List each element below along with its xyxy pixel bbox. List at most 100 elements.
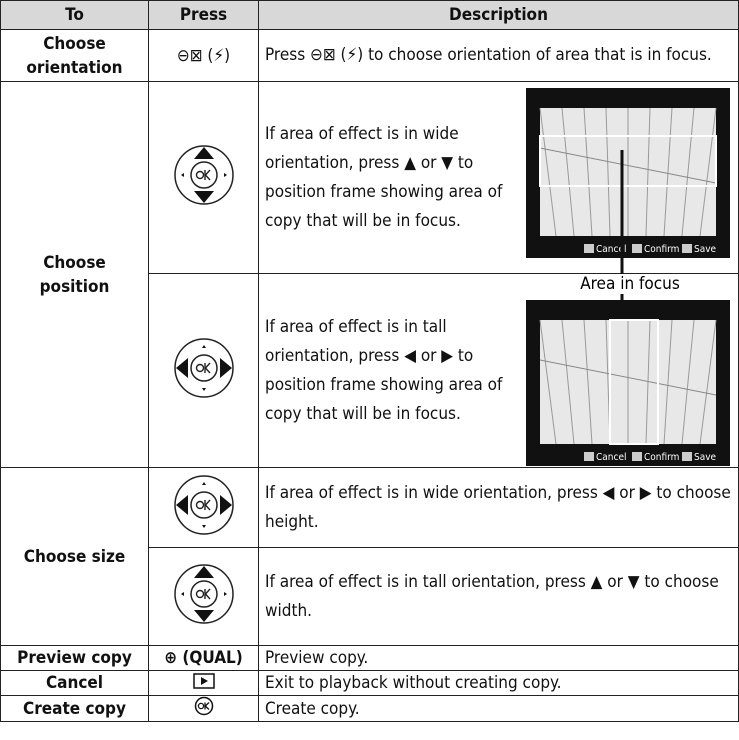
to-cell: Preview copy (0, 645, 149, 671)
street-line (699, 107, 717, 237)
focus-frame (539, 135, 717, 187)
ring (173, 475, 234, 535)
arrow (193, 191, 214, 203)
header-cell: Press (148, 0, 259, 30)
figure-caption: Area in focus (535, 274, 725, 294)
ok-k (203, 588, 211, 600)
to-cell: Choose position (0, 81, 149, 468)
street-line (681, 107, 695, 237)
header-cell: Description (258, 0, 739, 30)
street-line (539, 359, 717, 396)
button-label: Save (694, 244, 717, 255)
button-icon (632, 244, 642, 253)
to-cell: Create copy (0, 695, 149, 722)
desc-cell: Create copy. (258, 695, 739, 722)
arrow (201, 482, 206, 485)
arrow (219, 358, 232, 378)
ok-k (203, 362, 211, 374)
row: Preview copy ⊕ (QUAL) Preview copy. (0, 645, 739, 671)
street-line (539, 319, 557, 445)
street-line (663, 107, 673, 237)
street-line (645, 319, 651, 445)
row: Create copy Create copy. (0, 695, 739, 722)
street-line (699, 319, 717, 445)
street-line (561, 107, 575, 237)
press-cell (148, 273, 259, 468)
arrow (180, 592, 184, 596)
ok-o (195, 589, 204, 599)
to-cell: Choose orientation (0, 29, 149, 82)
arrow (219, 495, 232, 515)
desc-cell: Exit to playback without creating copy. (258, 670, 739, 696)
ring (173, 564, 234, 624)
button-label: Cancel (596, 452, 626, 463)
multi-selector-icon (173, 338, 234, 398)
button-label: Confirm (644, 452, 679, 463)
focus-frame (609, 319, 659, 445)
playback-icon (192, 672, 215, 689)
screen-image: Cancel Confirm Save (526, 300, 730, 466)
button-label: Cancel (596, 244, 626, 255)
arrow (201, 525, 206, 528)
press-cell (148, 670, 259, 696)
street-line (681, 319, 695, 445)
header-cell: To (0, 0, 149, 30)
ring (173, 338, 234, 398)
press-cell (148, 81, 259, 274)
button-label: Save (694, 452, 717, 463)
multi-selector-icon (173, 145, 234, 205)
street-line (539, 147, 717, 184)
header-row: To Press Description (0, 0, 739, 30)
street-line (663, 319, 673, 445)
arrow (201, 388, 206, 391)
press-cell: ⊖⊠ (⚡) (148, 29, 259, 82)
street-line (605, 107, 611, 237)
screen-image: Cancel Confirm Save (526, 88, 730, 258)
ring (189, 491, 218, 519)
street-line (583, 107, 593, 237)
arrow (175, 495, 188, 515)
desc-cell: Press ⊖⊠ (⚡) to choose orientation of ar… (258, 29, 739, 82)
arrow (193, 566, 214, 578)
ring (189, 580, 218, 608)
button-label: Confirm (644, 244, 679, 255)
button-icon (584, 244, 594, 253)
ring (189, 161, 218, 189)
press-cell (148, 695, 259, 722)
row: Cancel Exit to playback without creating… (0, 670, 739, 696)
street-line (561, 319, 575, 445)
ok-k (203, 169, 211, 181)
button-icon (632, 452, 642, 461)
button-icon (682, 244, 692, 253)
ok-o (195, 363, 204, 373)
desc-cell: If area of effect is in tall orientation… (258, 547, 739, 646)
arrow (180, 173, 184, 177)
ok-o (195, 500, 204, 510)
ok-icon (194, 696, 213, 716)
row: Choose orientation ⊖⊠ (⚡) Press ⊖⊠ (⚡) t… (0, 29, 739, 82)
ring (173, 145, 234, 205)
multi-selector-icon (173, 475, 234, 535)
arrow (193, 147, 214, 159)
row: Choose size If area of effect is in wide… (0, 467, 739, 646)
arrow (223, 173, 227, 177)
desc-cell: Preview copy. (258, 645, 739, 671)
arrow (193, 610, 214, 622)
street-line (539, 107, 557, 237)
arrow (201, 345, 206, 348)
street-line (645, 107, 651, 237)
button-icon (682, 452, 692, 461)
arrow (223, 592, 227, 596)
row: If area of effect is in tall orientation… (1, 547, 739, 646)
to-cell: Choose size (0, 467, 149, 646)
to-cell: Cancel (0, 670, 149, 696)
desc-cell: If area of effect is in wide orientation… (258, 467, 739, 548)
ok-o (195, 170, 204, 180)
press-cell: ⊕ (QUAL) (148, 645, 259, 671)
press-cell (148, 467, 259, 548)
ok-k (203, 499, 211, 511)
press-cell (148, 547, 259, 646)
multi-selector-icon (173, 564, 234, 624)
arrow (175, 358, 188, 378)
